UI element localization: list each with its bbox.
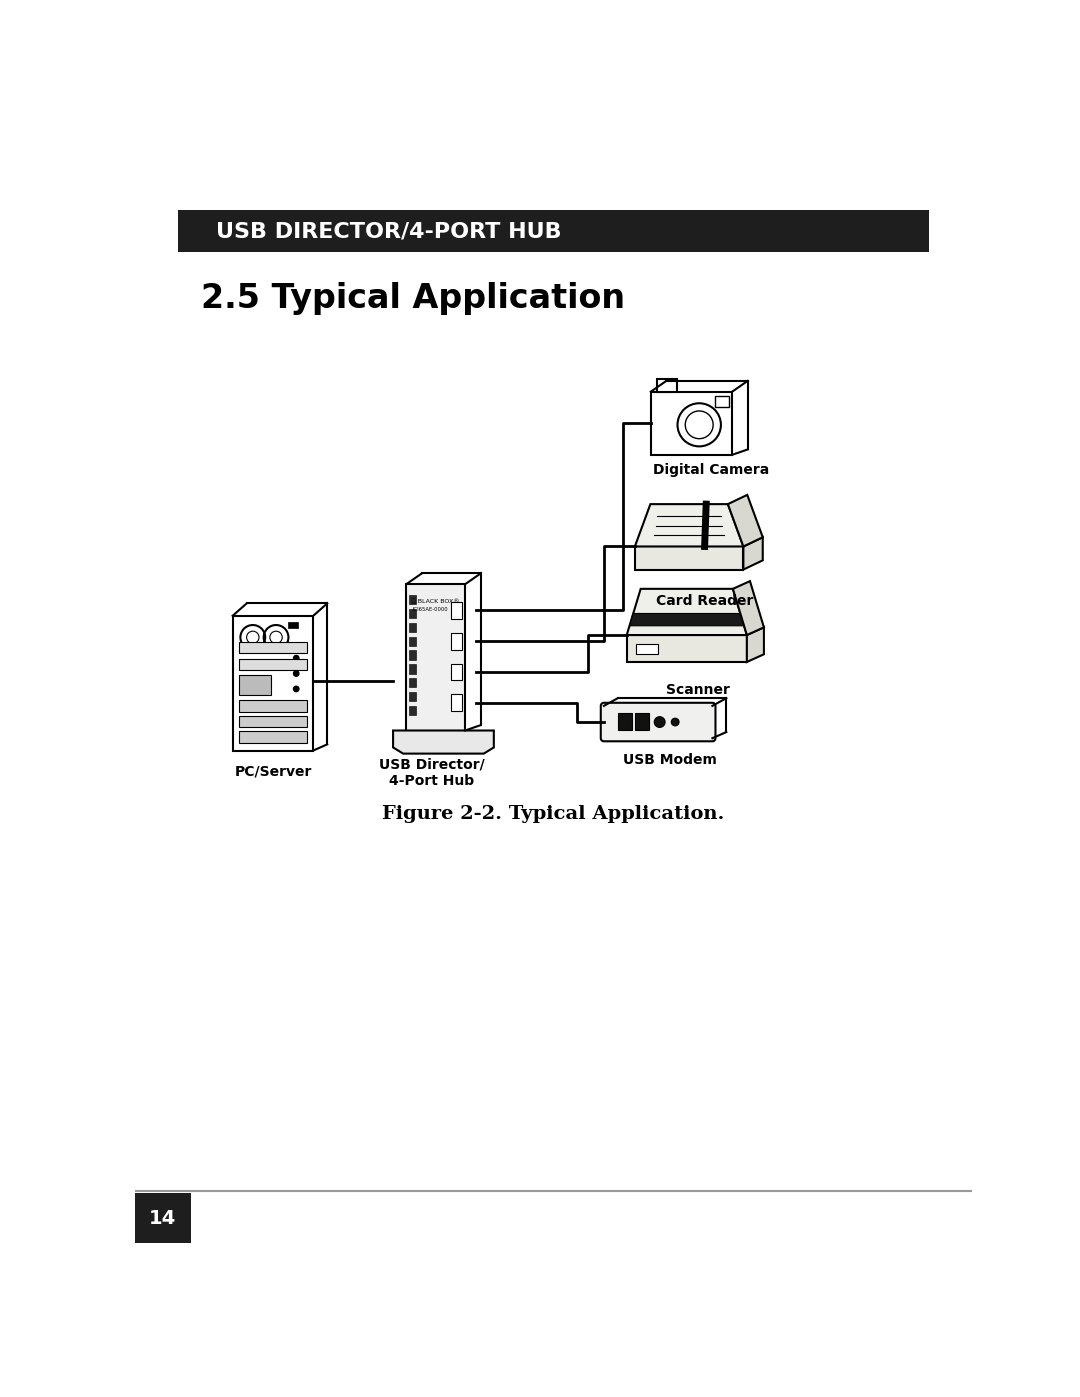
Bar xyxy=(618,714,632,731)
Bar xyxy=(408,678,416,687)
Polygon shape xyxy=(733,581,764,636)
Bar xyxy=(626,636,747,662)
Bar xyxy=(635,546,743,570)
Circle shape xyxy=(294,686,299,692)
Bar xyxy=(408,595,416,605)
Bar xyxy=(408,665,416,673)
Text: Scanner: Scanner xyxy=(666,683,730,697)
Polygon shape xyxy=(728,495,762,546)
Bar xyxy=(408,651,416,659)
Text: 14: 14 xyxy=(149,1210,176,1228)
Polygon shape xyxy=(626,588,747,636)
Polygon shape xyxy=(635,504,743,546)
Bar xyxy=(408,692,416,701)
Text: 2.5 Typical Application: 2.5 Typical Application xyxy=(201,282,625,314)
Text: ICl65AE-0000: ICl65AE-0000 xyxy=(413,608,448,612)
Bar xyxy=(657,380,677,391)
Text: Digital Camera: Digital Camera xyxy=(652,464,769,478)
Bar xyxy=(408,623,416,631)
Circle shape xyxy=(294,671,299,676)
Text: Card Reader: Card Reader xyxy=(656,594,754,608)
Polygon shape xyxy=(747,627,764,662)
Text: Figure 2-2. Typical Application.: Figure 2-2. Typical Application. xyxy=(382,806,725,823)
Bar xyxy=(239,700,307,712)
Bar xyxy=(232,616,313,750)
Bar xyxy=(135,1193,191,1243)
Text: PC/Server: PC/Server xyxy=(234,764,312,778)
Bar xyxy=(451,694,462,711)
Circle shape xyxy=(672,718,679,726)
Bar xyxy=(406,584,465,731)
Polygon shape xyxy=(393,731,494,753)
Bar xyxy=(715,397,729,407)
Circle shape xyxy=(294,655,299,661)
Bar xyxy=(408,705,416,715)
Text: Ⓡ BLACK BOX®: Ⓡ BLACK BOX® xyxy=(413,598,460,604)
Bar xyxy=(177,210,930,253)
Bar xyxy=(451,664,462,680)
Bar xyxy=(239,659,307,669)
Circle shape xyxy=(654,717,665,728)
Text: USB Director/
4-Port Hub: USB Director/ 4-Port Hub xyxy=(379,757,485,788)
Bar xyxy=(635,714,649,731)
Bar xyxy=(408,609,416,617)
Polygon shape xyxy=(630,613,744,626)
Polygon shape xyxy=(743,538,762,570)
Bar xyxy=(408,637,416,645)
FancyBboxPatch shape xyxy=(600,703,715,742)
Bar xyxy=(239,715,307,728)
Bar xyxy=(288,622,298,629)
Bar xyxy=(451,633,462,650)
Text: USB Modem: USB Modem xyxy=(623,753,717,767)
Bar xyxy=(651,391,732,455)
Bar xyxy=(239,675,271,696)
Bar xyxy=(636,644,658,654)
Text: USB DIRECTOR/4-PORT HUB: USB DIRECTOR/4-PORT HUB xyxy=(216,221,562,242)
Bar xyxy=(451,602,462,619)
Bar xyxy=(239,643,307,652)
Bar xyxy=(239,731,307,743)
